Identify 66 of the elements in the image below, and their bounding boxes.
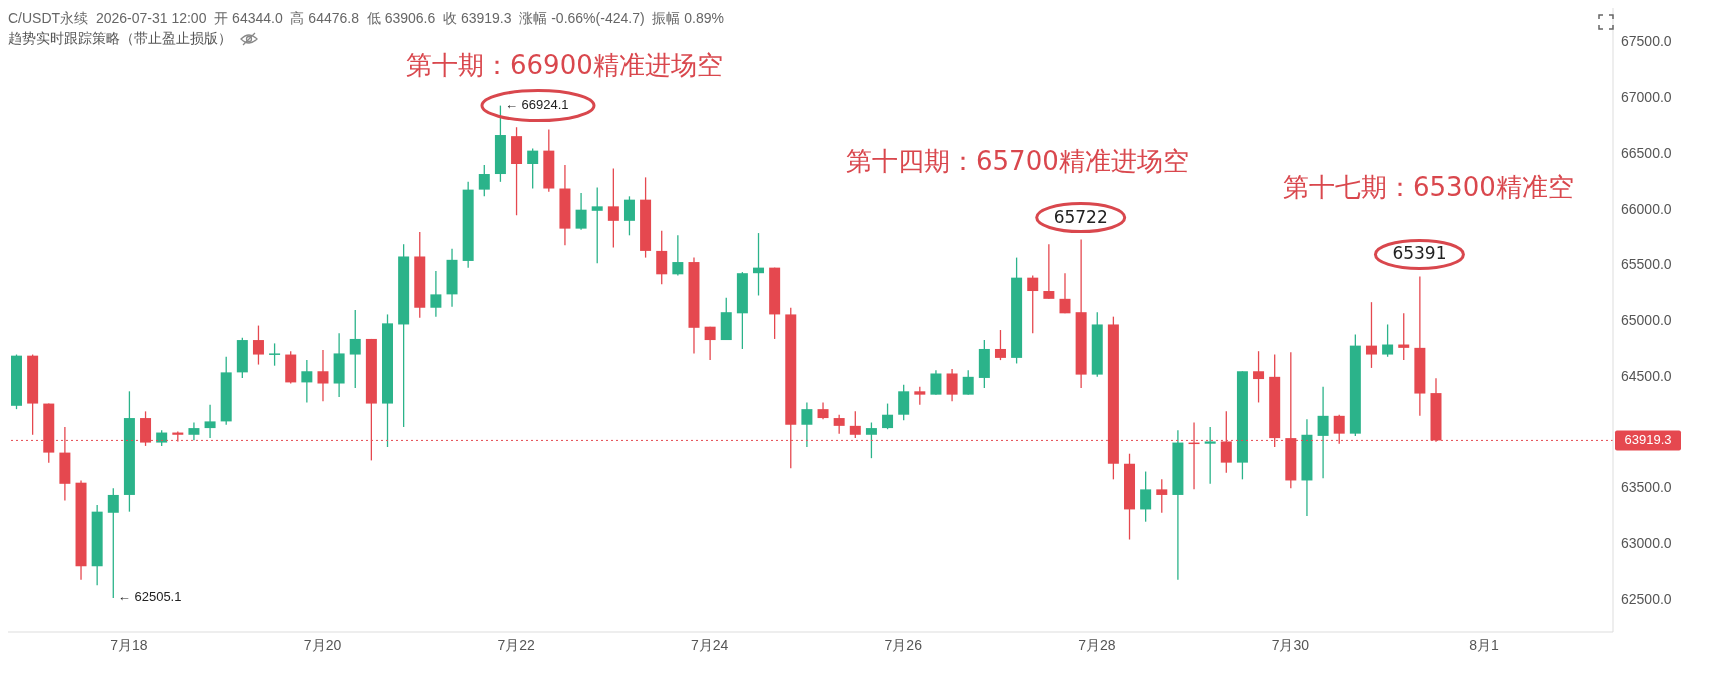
candlestick	[107, 487, 119, 599]
annotation: C/USDT永续 2026-07-31 12:00 开 64344.0 高 64476.8 低 63906.6 收 63919.3 涨幅 -0.66%(-424.7) 振幅 0.89%	[8, 10, 724, 28]
candlestick	[1027, 274, 1039, 335]
annotation: 趋势实时跟踪策略（带止盈止损版）	[8, 30, 232, 48]
candlestick	[801, 401, 813, 448]
y-tick-label: 67500.0	[1621, 33, 1672, 50]
annotation: 第十七期：65300精准空	[1283, 172, 1574, 202]
annotation: 65722	[1053, 206, 1108, 227]
candlestick	[1365, 301, 1377, 369]
candlestick	[623, 195, 635, 236]
annotation: ← 62505.1	[117, 589, 182, 605]
candlestick	[430, 270, 442, 318]
candlestick	[1382, 323, 1394, 358]
y-tick-label: 62500.0	[1621, 590, 1672, 607]
candlestick	[301, 359, 313, 404]
candlestick	[833, 414, 845, 435]
candlestick	[994, 329, 1006, 361]
candlestick	[865, 421, 877, 459]
candlestick	[1140, 470, 1152, 523]
candlestick	[753, 232, 765, 297]
y-tick-label: 65000.0	[1621, 311, 1672, 328]
candlestick	[575, 192, 587, 231]
x-tick-label: 7月30	[1271, 636, 1310, 653]
annotation: ← 66924.1	[504, 97, 569, 113]
y-tick-label: 66000.0	[1621, 200, 1672, 217]
candlestick	[672, 234, 684, 277]
candlestick	[478, 164, 490, 197]
y-tick-label: 65500.0	[1621, 256, 1672, 273]
x-tick-label: 7月20	[303, 636, 342, 653]
x-tick-label: 7月28	[1078, 636, 1116, 653]
x-tick-label: 7月26	[884, 636, 923, 653]
candlestick	[1059, 272, 1071, 314]
x-tick-label: 8月1	[1469, 636, 1499, 653]
candlestick	[1156, 478, 1168, 514]
candlestick	[317, 349, 329, 402]
candlestick	[527, 147, 539, 190]
candlestick	[1317, 386, 1329, 479]
candlestick	[349, 309, 361, 389]
candlestick	[656, 230, 668, 285]
candlestick	[849, 410, 861, 439]
candlestick	[269, 342, 281, 367]
x-tick-label: 7月18	[110, 636, 148, 653]
candlestick	[946, 368, 958, 402]
annotation: 65391	[1392, 243, 1447, 264]
y-tick-label: 63500.0	[1621, 479, 1672, 496]
candlestick	[704, 326, 716, 361]
candlestick	[252, 324, 264, 366]
candlestick	[1043, 243, 1055, 300]
annotation: 第十四期：65700精准进场空	[846, 146, 1189, 176]
annotation: 第十期：66900精准进场空	[406, 50, 723, 80]
x-tick-label: 7月24	[691, 636, 729, 653]
candlestick	[898, 383, 910, 421]
candlestick	[607, 167, 619, 249]
y-tick-label: 63000.0	[1621, 534, 1672, 551]
candlestick	[591, 186, 603, 264]
y-tick-label: 66500.0	[1621, 144, 1672, 161]
y-tick-label: 67000.0	[1621, 89, 1672, 106]
candlestick	[962, 369, 974, 396]
y-tick-label: 64500.0	[1621, 367, 1672, 384]
ref-line-label: 63919.3	[1624, 431, 1672, 447]
candlestick	[882, 402, 894, 430]
candlestick	[1204, 426, 1216, 485]
candlestick	[1253, 350, 1265, 404]
candlestick	[204, 404, 216, 439]
candlestick	[930, 369, 942, 396]
x-tick-label: 7月22	[497, 636, 536, 653]
